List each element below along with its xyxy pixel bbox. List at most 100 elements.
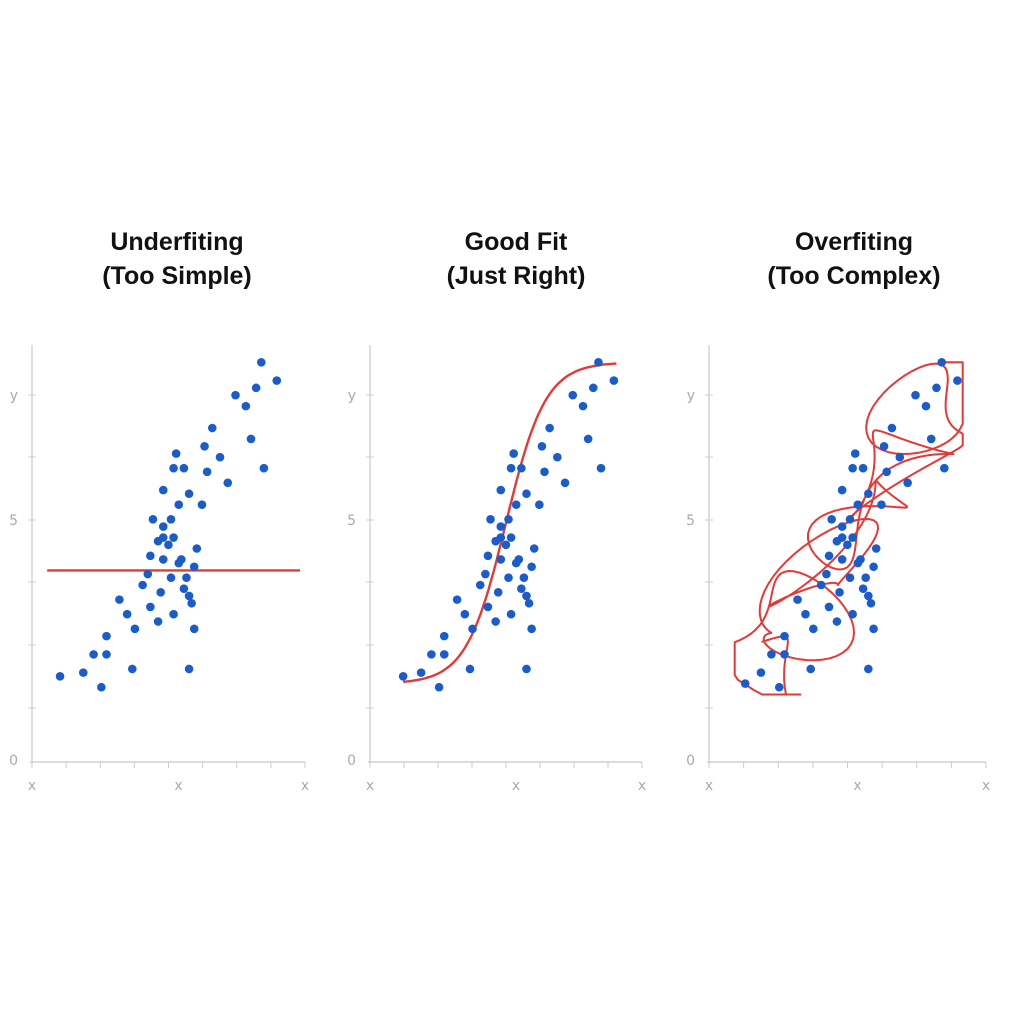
- data-point: [138, 580, 147, 590]
- data-point: [496, 555, 506, 564]
- data-point: [858, 463, 868, 473]
- data-point: [545, 423, 554, 433]
- data-point: [187, 598, 196, 608]
- data-point: [519, 573, 529, 583]
- data-point: [215, 452, 225, 462]
- data-point: [767, 650, 776, 659]
- data-point: [509, 449, 518, 458]
- fit-line: [403, 362, 617, 683]
- data-point: [895, 452, 905, 462]
- x-tick-label: x: [853, 778, 861, 794]
- panel-title-main: Overfiting: [794, 228, 914, 256]
- y-tick-label: y: [348, 388, 356, 404]
- data-point: [434, 682, 444, 692]
- data-point: [953, 376, 962, 385]
- data-point: [506, 533, 516, 542]
- data-point: [483, 602, 493, 612]
- data-point: [153, 536, 163, 546]
- panel-title-main: Underfiting: [110, 228, 244, 256]
- data-point: [439, 631, 449, 641]
- data-point: [596, 463, 606, 473]
- data-point: [932, 383, 941, 393]
- y-tick-label: 0: [686, 753, 695, 769]
- data-point: [529, 544, 539, 553]
- data-point: [189, 624, 199, 634]
- data-point: [848, 609, 857, 619]
- data-point: [524, 598, 534, 608]
- data-point: [257, 358, 266, 367]
- data-point: [568, 390, 578, 400]
- data-point: [527, 624, 536, 634]
- data-point: [122, 609, 132, 619]
- data-point: [756, 668, 766, 677]
- data-point: [853, 500, 863, 509]
- data-point: [578, 401, 588, 411]
- data-point: [439, 650, 449, 659]
- data-point: [793, 595, 802, 604]
- x-tick-label: x: [512, 778, 520, 794]
- x-tick-label: x: [982, 778, 990, 794]
- data-point: [522, 591, 531, 601]
- data-point: [179, 463, 189, 473]
- data-point: [465, 664, 475, 674]
- data-point: [177, 555, 186, 564]
- data-point: [861, 573, 871, 583]
- data-point: [192, 544, 202, 553]
- data-point: [259, 463, 269, 473]
- data-point: [246, 434, 256, 444]
- data-point: [848, 533, 857, 542]
- data-point: [522, 489, 531, 499]
- data-point: [102, 650, 111, 659]
- data-point: [517, 584, 526, 593]
- data-point: [871, 544, 881, 553]
- data-point: [102, 631, 111, 641]
- data-point: [850, 449, 860, 458]
- data-point: [89, 650, 98, 659]
- y-tick-label: y: [10, 388, 18, 404]
- data-point: [921, 401, 931, 411]
- data-point: [184, 591, 194, 601]
- data-point: [511, 500, 521, 509]
- data-point: [496, 522, 506, 531]
- panel-subtitle: (Just Right): [446, 262, 586, 290]
- data-point: [589, 383, 598, 393]
- data-point: [780, 650, 789, 659]
- x-tick-label: x: [28, 778, 36, 794]
- data-point: [822, 569, 831, 579]
- panel-title-good-fit: Good Fit (Just Right): [366, 225, 666, 293]
- data-point: [553, 452, 562, 462]
- data-point: [184, 489, 194, 499]
- data-point: [171, 449, 181, 458]
- data-point: [780, 631, 789, 641]
- data-point: [806, 664, 815, 674]
- data-point: [848, 463, 857, 473]
- panel-title-overfitting: Overfiting (Too Complex): [704, 225, 1004, 293]
- data-point: [146, 602, 155, 612]
- data-point: [427, 650, 436, 659]
- data-point: [491, 617, 500, 626]
- data-point: [97, 682, 106, 692]
- data-point: [609, 376, 619, 385]
- data-point: [527, 562, 536, 572]
- data-point: [824, 551, 834, 561]
- data-point: [837, 555, 847, 564]
- data-point: [146, 551, 155, 561]
- data-point: [231, 390, 240, 400]
- data-point: [824, 602, 834, 612]
- data-point: [493, 588, 503, 597]
- x-tick-label: x: [366, 778, 374, 794]
- data-point: [832, 617, 842, 626]
- data-point: [156, 588, 165, 597]
- data-point: [845, 514, 855, 524]
- data-point: [468, 624, 477, 634]
- y-tick-label: 5: [9, 513, 18, 529]
- data-point: [416, 668, 426, 677]
- data-point: [864, 591, 873, 601]
- data-point: [158, 522, 168, 531]
- data-point: [197, 500, 207, 509]
- data-point: [207, 423, 217, 433]
